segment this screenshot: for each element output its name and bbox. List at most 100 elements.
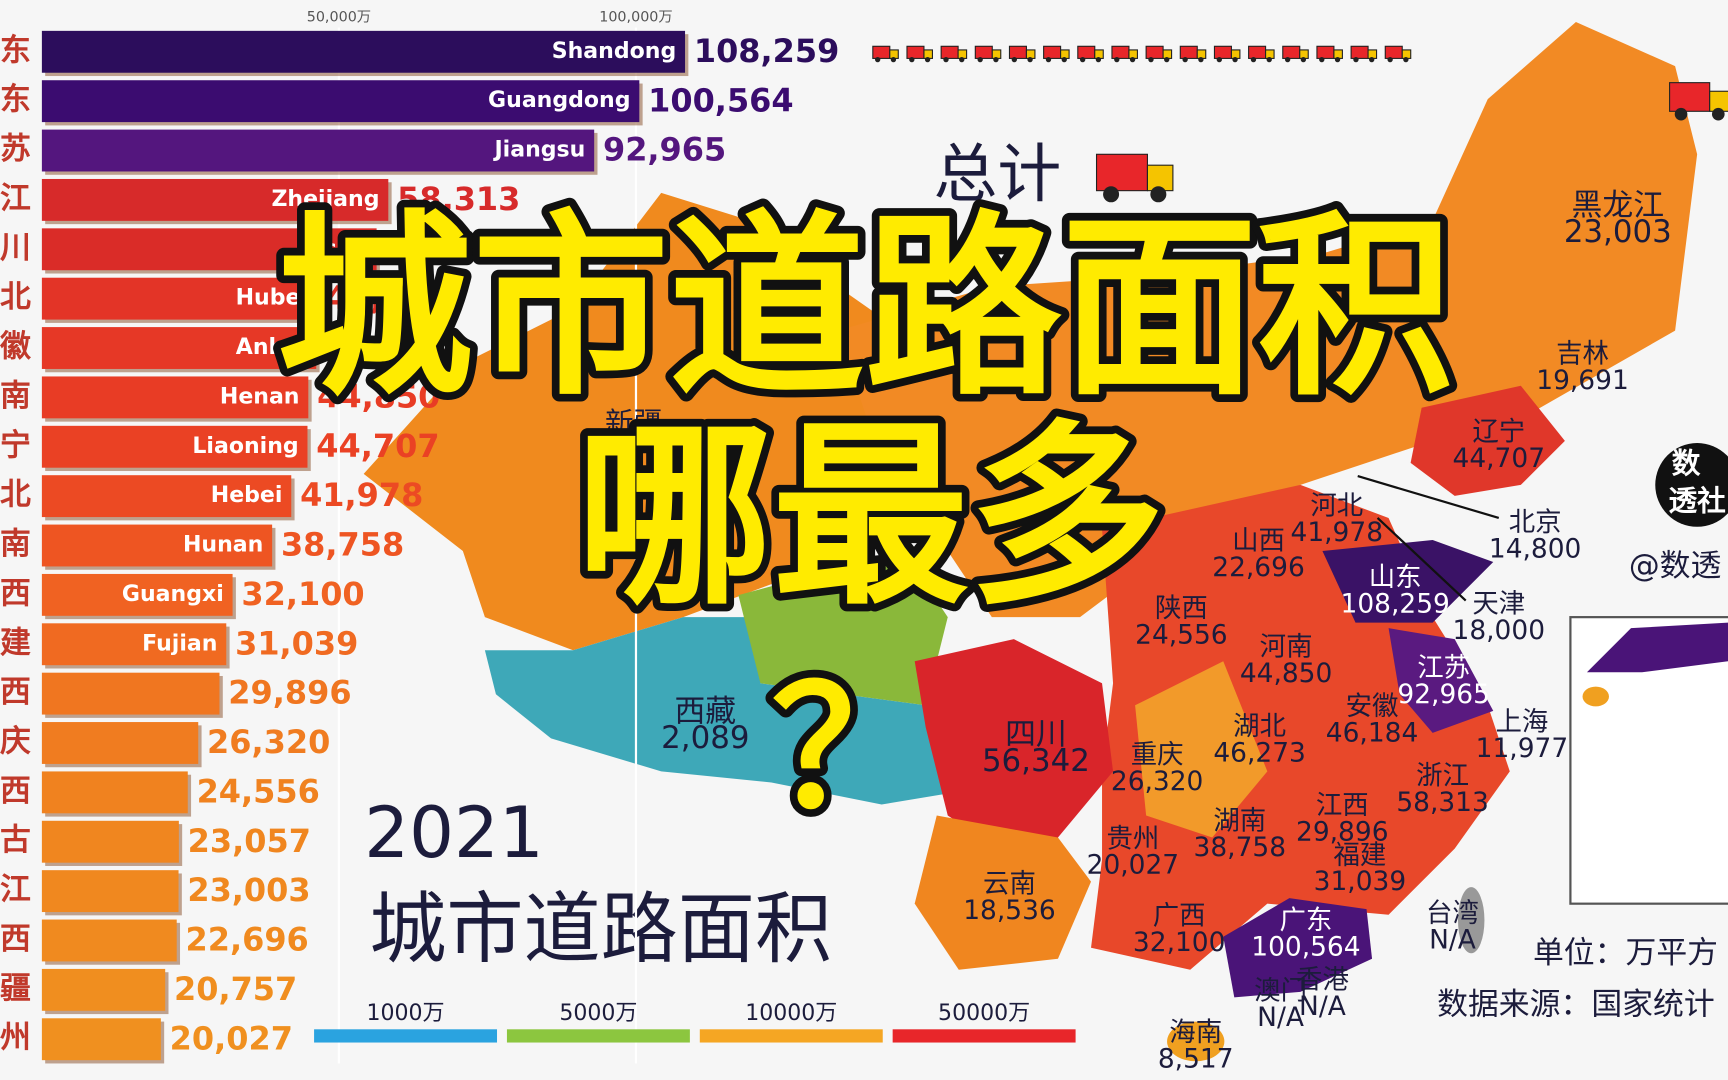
truck-body	[872, 45, 891, 59]
value-label: 38,758	[281, 526, 404, 564]
province-value: 22,696	[1212, 552, 1305, 583]
total-label: 总计	[933, 138, 1061, 212]
value-label: 23,003	[187, 871, 310, 909]
inset-region	[1586, 622, 1728, 673]
truck-body	[1095, 153, 1148, 192]
province-value: 18,000	[1453, 615, 1546, 646]
province-value: 44,850	[1240, 658, 1333, 689]
province-name: 辽宁	[1472, 417, 1525, 448]
province-name: 重庆	[1131, 740, 1184, 771]
bar	[41, 623, 227, 666]
province-name: 台湾	[1426, 898, 1479, 929]
legend-label: 1000万	[366, 1001, 444, 1026]
legend-swatch	[506, 1029, 690, 1043]
province-name: 澳门	[1254, 975, 1307, 1006]
province-name: 贵州	[1106, 823, 1159, 854]
truck-wheel	[1403, 56, 1409, 63]
province-name: 陕西	[1155, 593, 1208, 624]
value-label: 44,707	[316, 427, 439, 465]
category-label: 南	[0, 378, 31, 414]
x-tick-label: 50,000万	[307, 10, 371, 26]
value-label: 46,273	[326, 279, 449, 317]
handle: @数透	[1629, 548, 1722, 584]
category-label: 庆	[0, 723, 31, 759]
truck-wheel	[1711, 107, 1725, 121]
value-label: 58,313	[397, 180, 520, 218]
province-name: 河南	[1260, 632, 1313, 663]
x-tick-label: 100,000万	[599, 10, 673, 26]
category-label: 西	[0, 674, 31, 710]
truck-row	[872, 45, 1728, 203]
province-name: 香港	[1296, 964, 1349, 995]
bar-label: Sichu	[300, 236, 368, 261]
category-label: 南	[0, 526, 31, 562]
truck-body	[1350, 45, 1369, 59]
category-label: 北	[0, 279, 31, 315]
province-name: 吉林	[1556, 338, 1609, 369]
category-label: 川	[0, 230, 31, 266]
province-name: 新疆	[605, 405, 662, 439]
bar-label: Fujian	[142, 631, 217, 656]
province-name: 广东	[1279, 905, 1332, 936]
category-label: 东	[0, 32, 31, 68]
bar	[41, 524, 273, 567]
category-label: 疆	[0, 970, 31, 1006]
bar-label: Jiangsu	[492, 138, 585, 163]
province-name: 山西	[1232, 526, 1285, 557]
province-name: 浙江	[1416, 760, 1469, 791]
bar-label: Hebei	[211, 483, 283, 508]
truck-body	[1179, 45, 1198, 59]
truck-wheel	[1150, 186, 1167, 203]
unit: 单位：万平方	[1533, 935, 1718, 971]
truck-body	[1316, 45, 1335, 59]
value-label: 108,259	[694, 32, 839, 70]
bar	[41, 1018, 161, 1061]
truck-body	[1213, 45, 1232, 59]
category-label: 徽	[0, 329, 31, 365]
truck-wheel	[943, 56, 949, 63]
province-name: 河北	[1310, 490, 1363, 521]
bar	[41, 573, 233, 616]
value-label: 20,757	[174, 970, 297, 1008]
region	[1410, 385, 1565, 496]
category-label: 西	[0, 773, 31, 809]
value-label: 32,100	[241, 575, 364, 613]
category-label: 古	[0, 822, 31, 858]
province-name: 湖南	[1213, 806, 1266, 837]
logo-text: 数	[1672, 446, 1701, 480]
province-name: 江西	[1316, 790, 1369, 821]
source: 数据来源：国家统计	[1437, 987, 1715, 1023]
truck-wheel	[1674, 107, 1688, 121]
value-label: 100,564	[648, 81, 793, 119]
province-name: 云南	[983, 868, 1036, 899]
category-label: 建	[0, 625, 31, 661]
province-value: N/A	[1299, 991, 1346, 1022]
bar	[41, 820, 179, 863]
truck-wheel	[890, 56, 897, 63]
region	[1388, 628, 1494, 733]
bar-label: Shandong	[552, 39, 676, 64]
truck-body	[1282, 45, 1301, 59]
province-value: 31,039	[1314, 866, 1407, 897]
truck-wheel	[1182, 56, 1188, 63]
province-name: 山东	[1369, 562, 1422, 593]
logo	[1655, 443, 1728, 527]
region	[738, 551, 948, 706]
category-label: 江	[0, 872, 31, 908]
value-label: 24,556	[197, 772, 320, 810]
province-value: 44,707	[1453, 443, 1546, 474]
category-label: 西	[0, 575, 31, 611]
value-label: 23,057	[188, 822, 311, 860]
legend-label: 5000万	[559, 1001, 637, 1026]
province-value: 24,556	[1135, 619, 1228, 650]
category-label: 西	[0, 921, 31, 957]
truck-body	[1248, 45, 1267, 59]
truck-wheel	[1334, 56, 1341, 63]
truck-cab	[1146, 164, 1174, 192]
bar-label: Liaoning	[192, 434, 298, 459]
truck-wheel	[1079, 56, 1086, 63]
map	[363, 22, 1728, 1062]
category-label: 州	[0, 1020, 31, 1056]
bar	[41, 30, 686, 73]
